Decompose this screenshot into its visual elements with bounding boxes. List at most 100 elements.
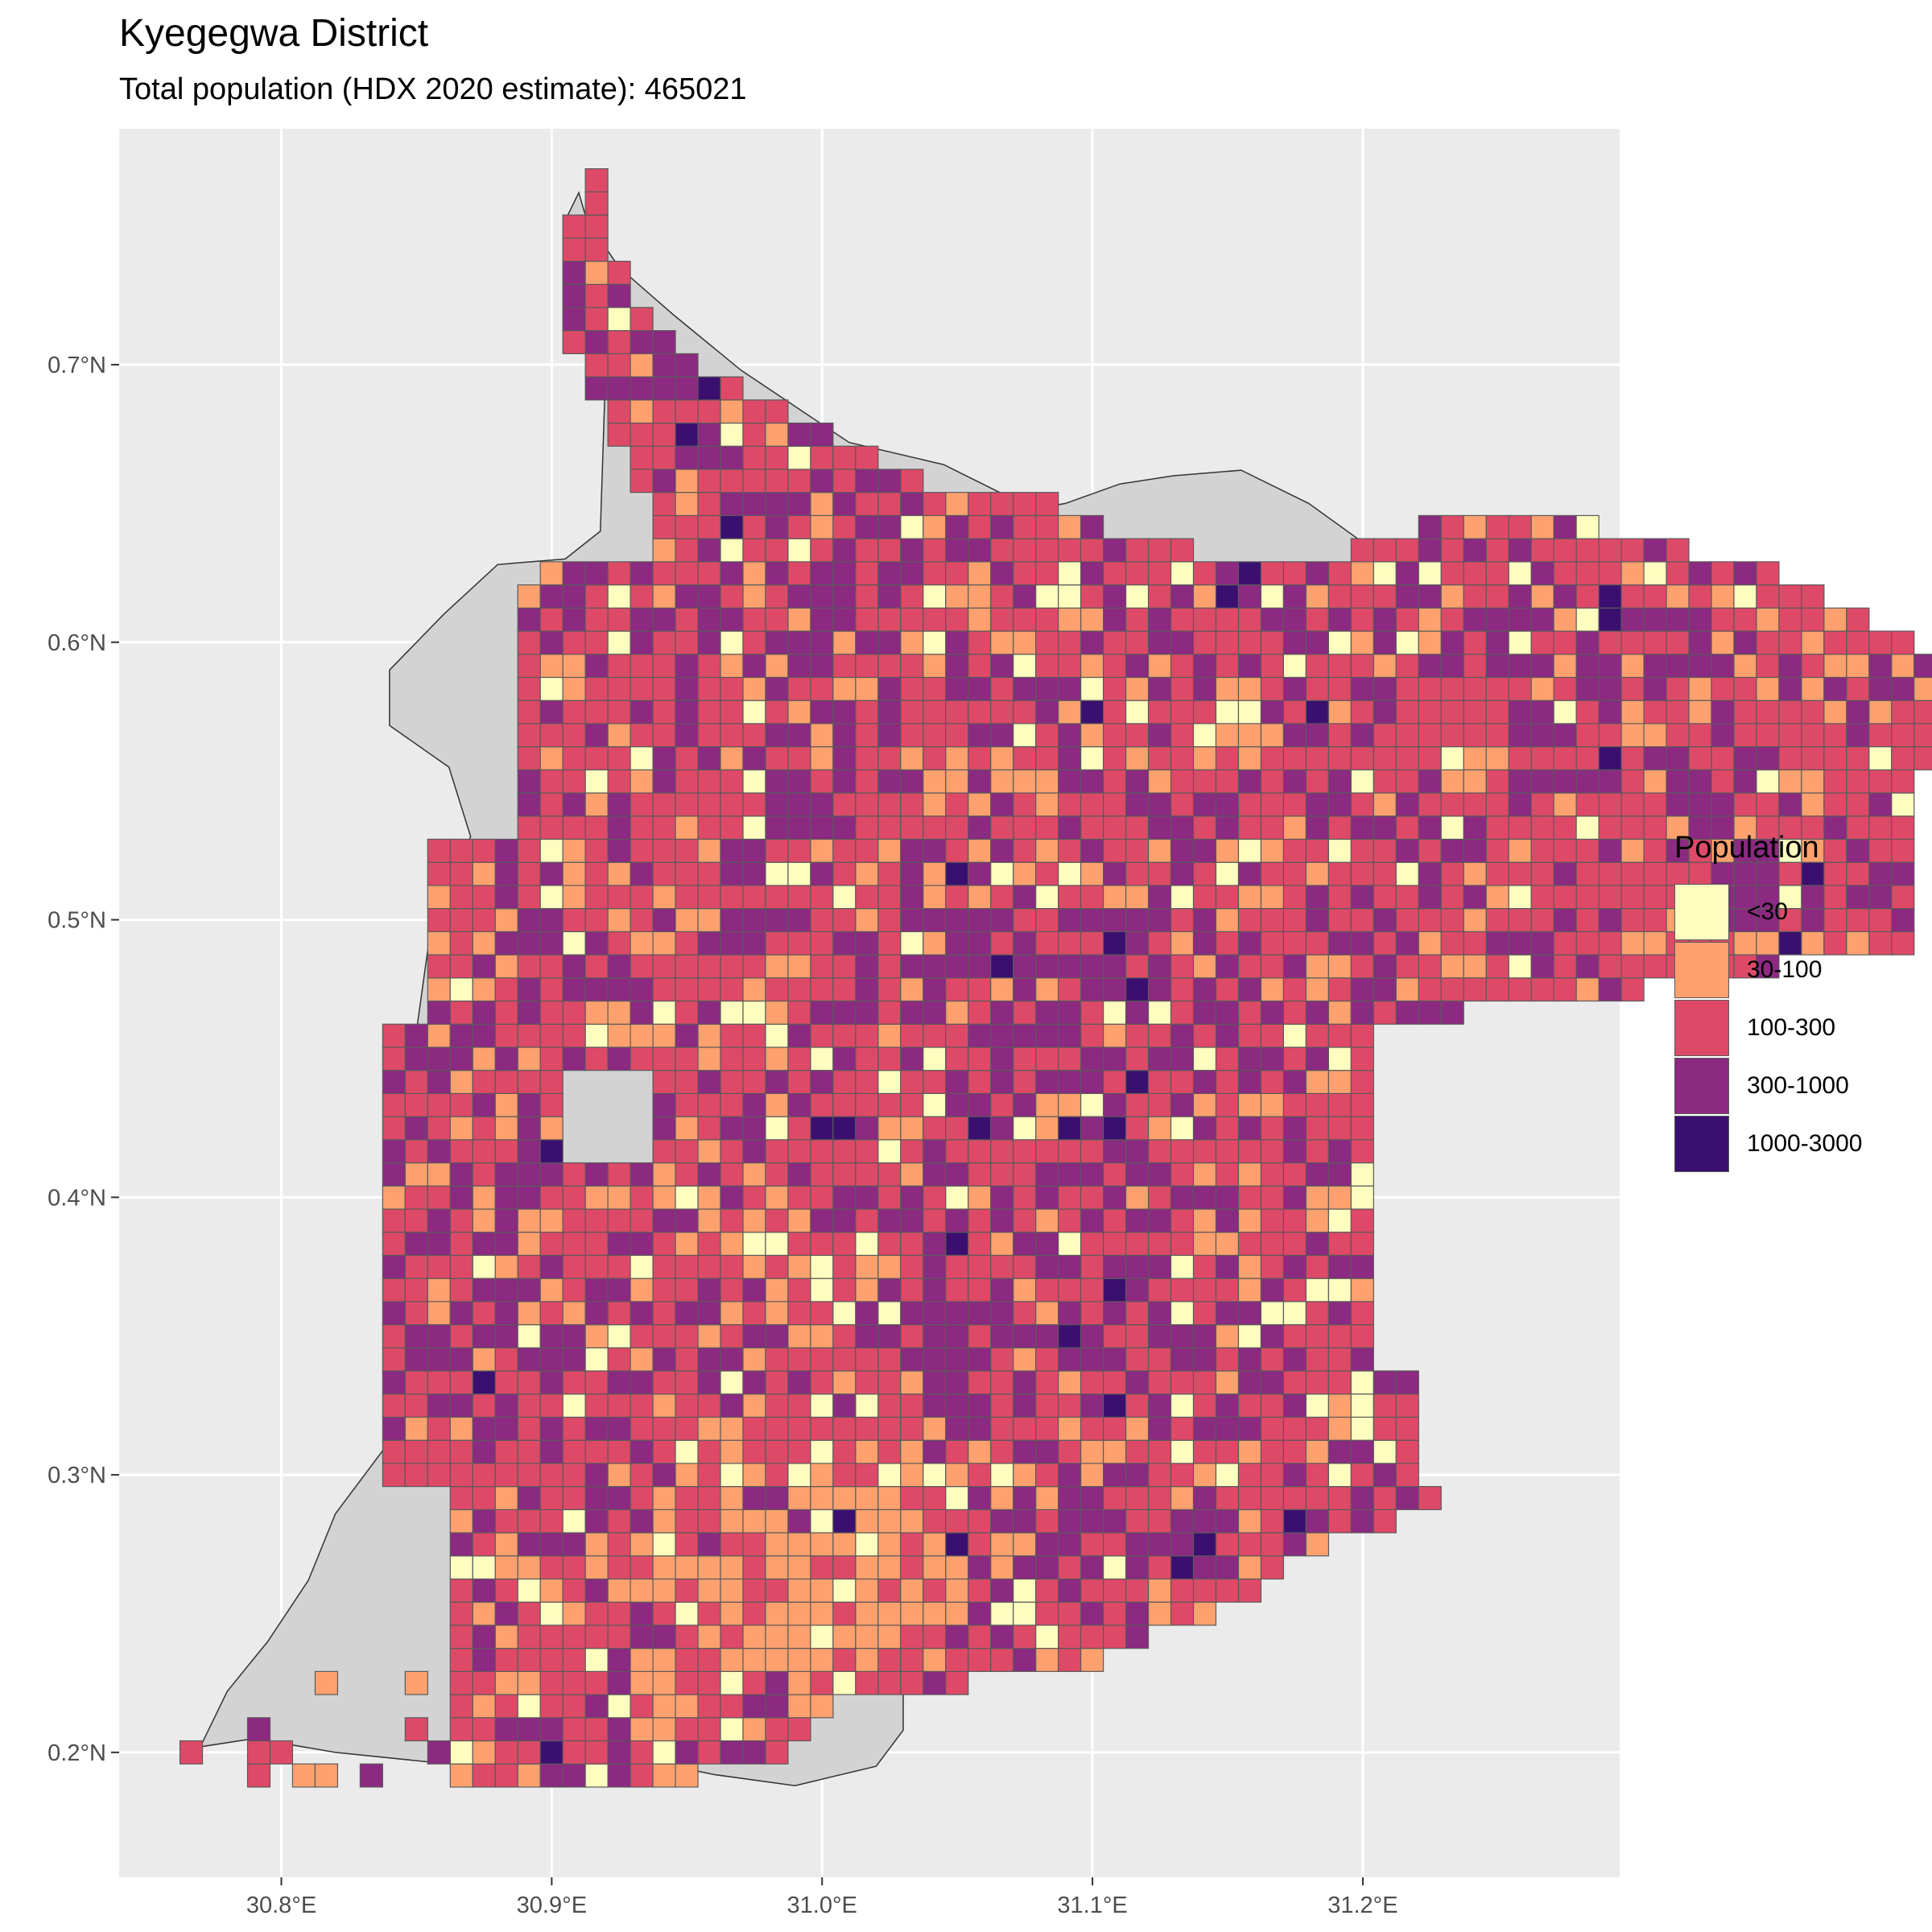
population-cell [1373,700,1397,724]
population-cell [1327,654,1352,679]
population-cell [517,654,541,679]
population-cell [1058,1486,1082,1510]
population-cell [1103,1347,1127,1372]
population-cell [1711,607,1735,632]
population-cell [900,1601,924,1626]
population-cell [810,700,834,724]
population-cell [968,584,992,609]
population-cell [607,260,631,285]
population-cell [1103,1000,1127,1025]
population-cell [923,1555,947,1580]
population-cell [855,1509,879,1534]
population-cell [1058,769,1082,794]
population-cell [1215,1139,1240,1164]
population-cell [1170,1162,1195,1187]
population-cell [562,1254,586,1279]
population-cell [832,1185,857,1210]
population-cell [1305,1092,1329,1117]
population-cell [855,1670,879,1695]
population-cell [1350,1370,1374,1395]
population-cell [923,838,947,863]
population-cell [1418,885,1442,910]
population-cell [697,931,721,956]
population-cell [1688,654,1712,679]
population-cell [1192,1509,1217,1534]
population-cell [1305,1139,1329,1164]
population-cell [630,1393,654,1418]
population-cell [449,1023,473,1048]
population-cell [1327,861,1352,886]
population-cell [539,1185,564,1210]
population-cell [1801,723,1825,748]
population-cell [1305,584,1329,609]
population-cell [787,469,811,493]
population-cell [539,1323,564,1348]
population-cell [1823,630,1847,655]
population-cell [494,1439,518,1464]
legend-label: 30-100 [1747,956,1823,983]
population-cell [1575,538,1600,563]
population-cell [945,1555,969,1580]
population-cell [1485,792,1509,817]
population-cell [990,630,1014,655]
population-cell [1868,931,1893,956]
population-cell [675,1648,699,1672]
population-cell [990,769,1014,794]
population-cell [1260,584,1285,609]
population-cell [1170,838,1195,863]
population-cell [720,1648,744,1672]
population-cell [1035,1578,1059,1603]
population-cell [1598,977,1622,1002]
population-cell [382,1162,406,1187]
population-cell [855,1555,879,1580]
population-cell [1508,908,1532,932]
population-cell [652,1624,676,1649]
population-cell [607,815,631,840]
population-cell [1170,607,1195,632]
population-cell [990,561,1014,586]
population-cell [584,1023,609,1048]
population-cell [449,1232,473,1257]
population-cell [1778,607,1802,632]
population-cell [1080,630,1104,655]
population-cell [1891,769,1915,794]
population-cell [539,1232,564,1257]
population-cell [517,908,541,932]
population-cell [1080,1555,1104,1580]
population-cell [1282,630,1307,655]
population-cell [1801,607,1825,632]
population-cell [607,1648,631,1672]
population-cell [675,1624,699,1649]
population-cell [1756,838,1780,863]
population-cell [1282,700,1307,724]
population-cell [1305,700,1329,724]
population-cell [1035,1070,1059,1094]
population-cell [1215,1393,1240,1418]
population-cell [1058,1555,1082,1580]
population-cell [517,954,541,979]
population-cell [539,676,564,701]
population-cell [607,769,631,794]
population-cell [1327,1393,1352,1418]
population-cell [1620,654,1645,679]
population-cell [1868,908,1893,932]
population-cell [1035,1648,1059,1672]
population-cell [652,538,676,563]
population-cell [787,1694,811,1719]
legend-swatch [1674,884,1729,940]
population-cell [1237,607,1262,632]
population-cell [832,1323,857,1348]
population-cell [1530,630,1554,655]
population-cell [1103,1486,1127,1510]
population-cell [1620,630,1645,655]
population-cell [1192,630,1217,655]
population-cell [1237,1347,1262,1372]
population-cell [1891,908,1915,932]
population-cell [1463,630,1487,655]
population-cell [584,1509,609,1534]
population-cell [742,861,766,886]
population-cell [855,1393,879,1418]
population-cell [607,1000,631,1025]
population-cell [1215,792,1240,817]
population-cell [1643,861,1667,886]
